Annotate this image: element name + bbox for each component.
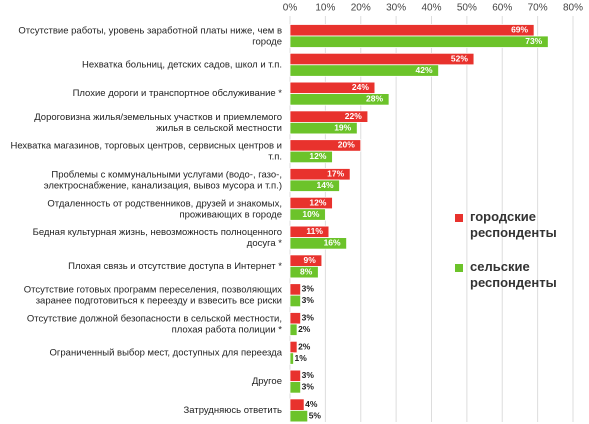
value-label: 19% <box>334 122 351 132</box>
bar <box>289 381 302 394</box>
bar <box>289 237 347 250</box>
category-label: Отсутствие готовых программ переселения,… <box>24 284 282 306</box>
value-label: 3% <box>302 295 315 305</box>
bar <box>289 323 298 336</box>
category-label: Ограниченный выбор мест, доступных для п… <box>50 347 283 358</box>
legend-swatch <box>455 214 463 222</box>
value-label: 4% <box>305 399 318 409</box>
category-label: Отсутствие должной безопасности в сельск… <box>27 313 282 335</box>
category-label: Другое <box>252 376 282 387</box>
value-label: 11% <box>306 226 323 236</box>
value-label: 3% <box>302 313 315 323</box>
value-label: 16% <box>324 238 341 248</box>
x-tick-label: 40% <box>421 3 441 14</box>
category-label: Отдаленность от родственников, друзей и … <box>47 198 282 220</box>
bar <box>289 35 549 48</box>
x-tick-label: 80% <box>563 3 583 14</box>
bar <box>289 122 358 135</box>
x-tick-label: 0% <box>283 3 298 14</box>
x-tick-label: 20% <box>351 3 371 14</box>
x-tick-label: 30% <box>386 3 406 14</box>
value-label: 10% <box>302 209 319 219</box>
bar <box>289 52 475 66</box>
value-label: 12% <box>309 197 326 207</box>
value-label: 22% <box>345 111 362 121</box>
value-label: 3% <box>302 370 315 380</box>
legend-label: городские респонденты <box>470 209 557 240</box>
value-label: 3% <box>302 382 315 392</box>
bar <box>289 312 302 325</box>
value-label: 52% <box>451 53 468 63</box>
bar <box>289 283 302 296</box>
x-tick-label: 60% <box>492 3 512 14</box>
category-label: Плохая связь и отсутствие доступа в Инте… <box>68 261 282 272</box>
value-label: 2% <box>298 341 311 351</box>
category-label: Затрудняюсь ответить <box>184 405 283 416</box>
bar <box>289 93 390 106</box>
legend-swatch <box>455 264 463 272</box>
category-label: Нехватка больниц, детских садов, школ и … <box>82 59 282 70</box>
value-label: 1% <box>295 353 308 363</box>
value-label: 28% <box>366 94 383 104</box>
value-label: 8% <box>300 266 313 276</box>
bar <box>289 179 340 192</box>
value-label: 12% <box>309 151 326 161</box>
bar <box>289 340 298 354</box>
value-label: 2% <box>298 324 311 334</box>
value-label: 24% <box>352 82 369 92</box>
bar <box>289 409 309 423</box>
value-label: 17% <box>327 169 344 179</box>
value-label: 73% <box>525 36 542 46</box>
bar <box>289 352 294 365</box>
value-label: 5% <box>309 410 322 420</box>
value-label: 3% <box>302 284 315 294</box>
value-label: 69% <box>511 25 528 35</box>
category-label: Дороговизна жилья/земельных участков и п… <box>34 111 282 133</box>
legend-label: сельские респонденты <box>470 259 557 290</box>
x-tick-label: 10% <box>315 3 335 14</box>
value-label: 9% <box>304 255 317 265</box>
category-label: Бедная культурная жизнь, невозможность п… <box>33 227 283 249</box>
bar <box>289 208 326 221</box>
bar <box>289 24 535 37</box>
bar <box>289 369 302 383</box>
bar <box>289 265 319 279</box>
value-label: 20% <box>338 140 355 150</box>
bar <box>289 64 439 77</box>
bar <box>289 294 302 308</box>
bar <box>289 150 333 164</box>
category-label: Нехватка магазинов, торговых центров, се… <box>11 140 283 162</box>
value-label: 42% <box>416 65 433 75</box>
category-label: Плохие дороги и транспортное обслуживани… <box>73 88 283 99</box>
bar <box>289 398 305 411</box>
x-tick-label: 70% <box>528 3 548 14</box>
category-label: Отсутствие работы, уровень заработной пл… <box>18 25 282 47</box>
x-tick-label: 50% <box>457 3 477 14</box>
value-label: 14% <box>317 180 334 190</box>
category-label: Проблемы с коммунальными услугами (водо-… <box>44 169 282 191</box>
